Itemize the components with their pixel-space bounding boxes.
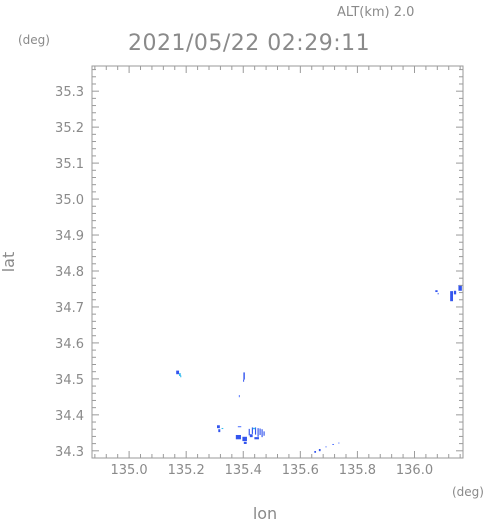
echo-point xyxy=(179,373,181,377)
y-tick-label: 34.7 xyxy=(55,301,84,316)
echo-point xyxy=(180,375,182,378)
y-tick-label: 35.2 xyxy=(55,121,84,136)
y-tick-label: 34.3 xyxy=(55,445,84,460)
echo-point xyxy=(254,427,257,435)
y-tick-label: 35.0 xyxy=(55,193,84,208)
y-tick-label: 35.3 xyxy=(55,85,84,100)
echo-point xyxy=(237,426,242,428)
chart-timestamp: 2021/05/22 02:29:11 xyxy=(128,31,370,56)
echo-point xyxy=(249,434,253,438)
echo-point xyxy=(248,428,250,436)
echo-point xyxy=(259,428,261,435)
y-tick-label: 34.4 xyxy=(55,409,84,424)
echo-point xyxy=(458,285,462,291)
x-tick-label: 135.0 xyxy=(110,463,147,478)
echo-point xyxy=(254,437,259,440)
y-axis-unit: (deg) xyxy=(18,33,50,47)
echo-point xyxy=(243,372,245,380)
y-tick-label: 34.9 xyxy=(55,229,84,244)
altitude-label: ALT(km) 2.0 xyxy=(337,5,414,20)
echo-point xyxy=(450,291,454,302)
echo-point xyxy=(243,441,247,444)
echo-point xyxy=(252,427,256,430)
y-tick-label: 35.1 xyxy=(55,157,84,172)
echo-point xyxy=(251,427,253,434)
echo-point xyxy=(338,442,340,444)
y-axis-label: lat xyxy=(0,252,18,273)
plot-frame xyxy=(91,65,464,459)
x-tick-label: 136.0 xyxy=(396,463,433,478)
echo-point xyxy=(242,436,247,442)
echo-point xyxy=(261,429,263,438)
x-tick-label: 135.4 xyxy=(225,463,262,478)
echo-point xyxy=(437,292,439,295)
echo-point xyxy=(314,450,317,453)
x-tick-label: 135.6 xyxy=(282,463,319,478)
echo-point xyxy=(176,370,180,375)
echo-layer xyxy=(176,285,462,453)
echo-point xyxy=(318,449,321,452)
echo-point xyxy=(221,427,224,430)
tick-layer: 135.0 135.2 135.4 135.6 135.8 136.0 34.3 34.4 34… xyxy=(55,66,463,478)
y-tick-label: 34.8 xyxy=(55,265,84,280)
echo-point xyxy=(238,395,240,398)
x-axis-unit: (deg) xyxy=(452,485,484,499)
echo-point xyxy=(453,290,457,295)
x-axis-label: lon xyxy=(253,504,277,521)
y-tick-label: 34.6 xyxy=(55,337,84,352)
x-tick-label: 135.8 xyxy=(339,463,376,478)
echo-point xyxy=(257,428,259,437)
x-tick-label: 135.2 xyxy=(168,463,205,478)
echo-point xyxy=(235,434,241,440)
echo-point xyxy=(216,425,220,429)
echo-point xyxy=(263,431,265,436)
echo-point xyxy=(243,379,245,382)
echo-point xyxy=(218,429,221,433)
echo-point xyxy=(332,443,335,445)
y-tick-label: 34.5 xyxy=(55,373,84,388)
echo-point xyxy=(325,446,327,448)
echo-point xyxy=(435,290,438,293)
